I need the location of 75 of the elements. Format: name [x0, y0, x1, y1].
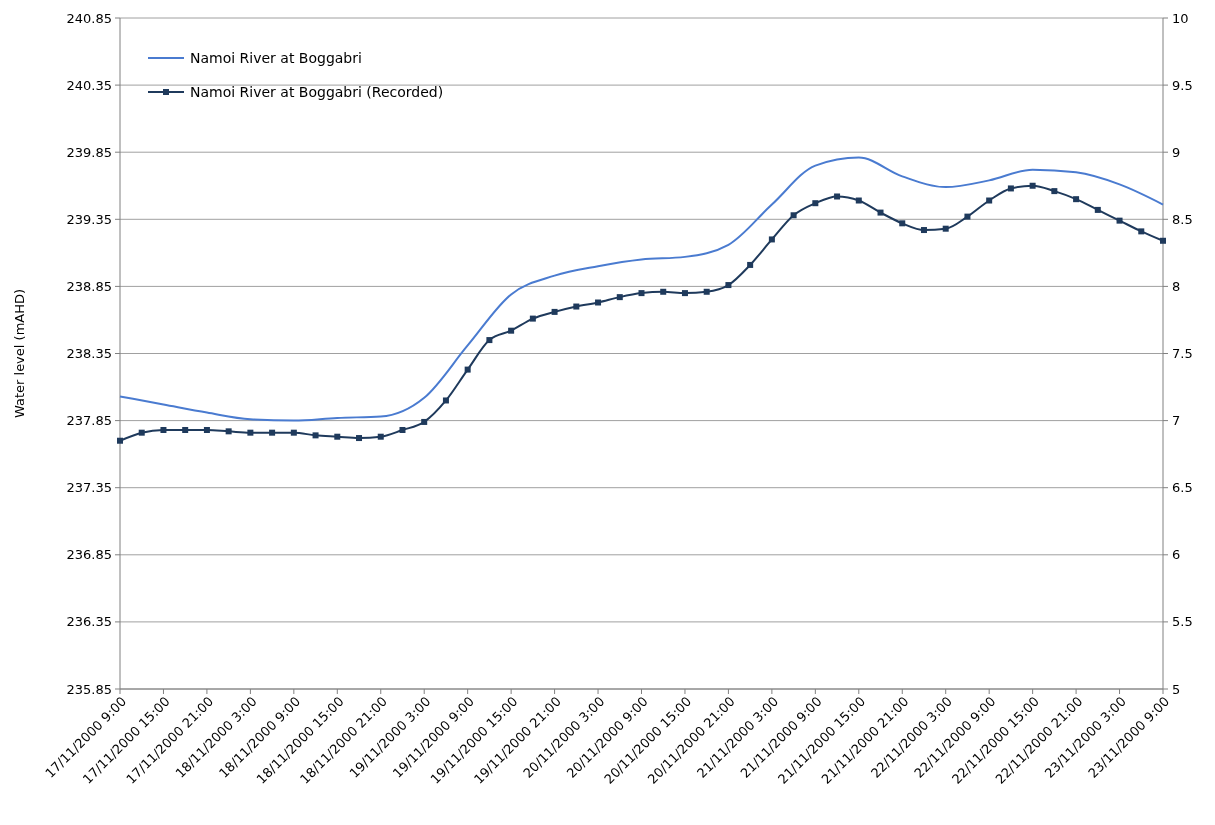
y2-tick-label: 8.5 — [1172, 211, 1193, 227]
point — [551, 308, 558, 315]
y2-tick-label: 9 — [1172, 144, 1181, 160]
point — [877, 209, 884, 216]
point — [529, 315, 536, 322]
point — [595, 299, 602, 306]
point — [1073, 196, 1080, 203]
point — [573, 303, 580, 310]
point — [1138, 228, 1145, 235]
point — [269, 429, 276, 436]
y-tick-label: 240.85 — [66, 10, 112, 26]
point — [442, 397, 449, 404]
point — [399, 426, 406, 433]
point — [681, 290, 688, 297]
y-tick-label: 238.35 — [66, 346, 112, 362]
y2-tick-label: 6 — [1172, 547, 1181, 563]
y-tick-label: 239.35 — [66, 211, 112, 227]
point — [942, 225, 949, 232]
point — [486, 337, 493, 344]
point — [182, 426, 189, 433]
point — [312, 432, 319, 439]
point — [508, 327, 515, 334]
y-tick-label: 236.35 — [66, 614, 112, 630]
point — [986, 197, 993, 204]
point — [377, 433, 384, 440]
y2-tick-label: 7.5 — [1172, 346, 1193, 362]
y-tick-label: 236.85 — [66, 547, 112, 563]
point — [790, 212, 797, 219]
point — [138, 429, 145, 436]
point — [290, 429, 297, 436]
y2-tick-label: 8 — [1172, 278, 1181, 294]
point — [899, 220, 906, 227]
y-tick-label: 239.85 — [66, 144, 112, 160]
y2-tick-label: 10 — [1172, 10, 1189, 26]
point — [247, 429, 254, 436]
point — [812, 200, 819, 207]
y2-tick-label: 5.5 — [1172, 614, 1193, 630]
point — [203, 426, 210, 433]
point — [1007, 185, 1014, 192]
y2-tick-label: 5 — [1172, 681, 1181, 697]
line-series — [119, 156, 1164, 422]
point — [1029, 182, 1036, 189]
point — [768, 236, 775, 243]
point — [703, 288, 710, 295]
point — [638, 290, 645, 297]
point — [1160, 237, 1166, 244]
y-tick-label: 240.35 — [66, 77, 112, 93]
point — [334, 433, 341, 440]
point — [356, 435, 363, 442]
point — [1051, 188, 1058, 195]
point — [117, 437, 123, 444]
point — [834, 193, 841, 200]
y-tick-label: 235.85 — [66, 681, 112, 697]
point — [464, 366, 471, 373]
point — [616, 294, 623, 301]
point — [855, 197, 862, 204]
point — [725, 282, 732, 289]
point — [964, 213, 971, 220]
y2-tick-label: 7 — [1172, 413, 1181, 429]
y-tick-label: 238.85 — [66, 278, 112, 294]
point — [660, 288, 667, 295]
point — [160, 426, 167, 433]
point — [421, 418, 428, 425]
point — [747, 261, 754, 268]
y2-tick-label: 6.5 — [1172, 480, 1193, 496]
point — [1116, 217, 1123, 224]
legend-label: Namoi River at Boggabri — [190, 49, 362, 66]
legend-label: Namoi River at Boggabri (Recorded) — [190, 83, 444, 100]
point — [225, 428, 232, 435]
y2-tick-label: 9.5 — [1172, 77, 1193, 93]
y-tick-label: 237.35 — [66, 480, 112, 496]
point — [920, 227, 927, 234]
point — [1094, 206, 1101, 213]
y-tick-label: 237.85 — [66, 413, 112, 429]
y-axis-title: Water level (mAHD) — [12, 288, 27, 419]
